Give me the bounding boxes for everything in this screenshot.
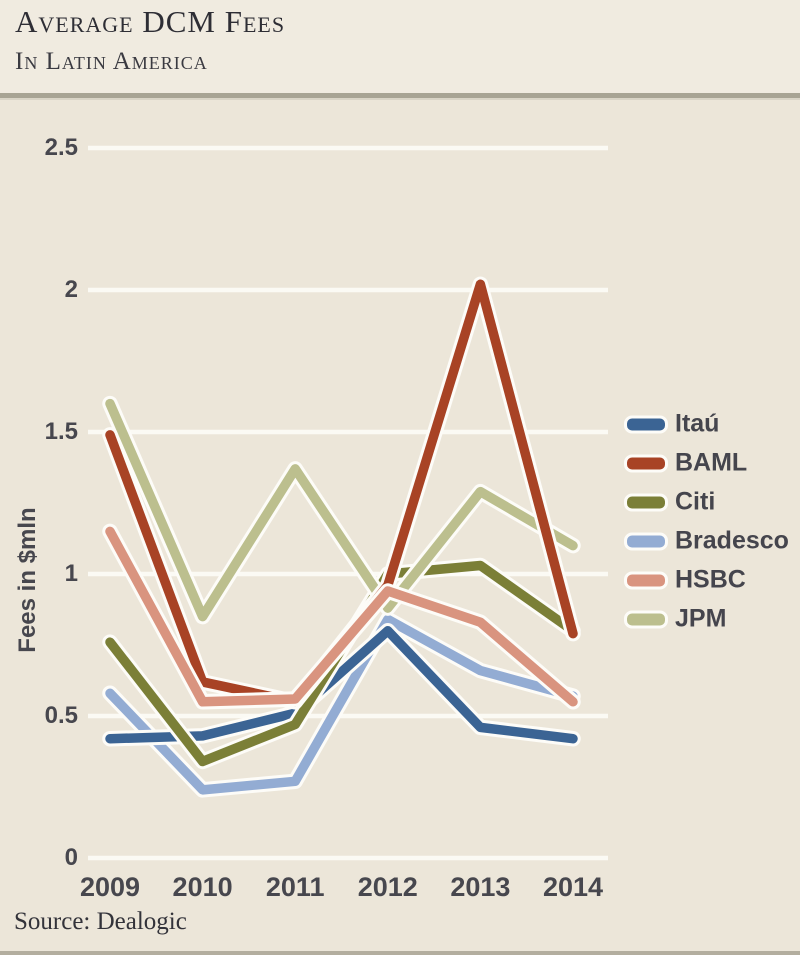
legend-swatch-icon xyxy=(624,415,668,433)
y-tick-label: 0 xyxy=(64,844,78,871)
legend-label: HSBC xyxy=(675,565,746,594)
source-note: Source: Dealogic xyxy=(14,908,187,935)
x-tick-label: 2011 xyxy=(265,872,325,902)
legend-label: Citi xyxy=(675,487,716,516)
chart-header: Average DCM Fees In Latin America xyxy=(0,0,800,93)
x-tick-label: 2010 xyxy=(172,872,233,902)
legend-swatch-icon xyxy=(624,532,668,550)
legend-label: Bradesco xyxy=(675,526,789,555)
legend-item-bradesco: Bradesco xyxy=(624,527,789,556)
legend-label: Itaú xyxy=(675,409,720,438)
legend-item-itaú: Itaú xyxy=(624,410,719,439)
chart-title: Average DCM Fees xyxy=(15,4,286,39)
legend-item-jpm: JPM xyxy=(624,605,726,634)
legend-swatch-icon xyxy=(624,454,668,472)
legend-swatch-icon xyxy=(624,571,668,589)
legend-swatch-icon xyxy=(624,493,668,511)
x-tick-label: 2009 xyxy=(79,872,141,902)
legend-label: BAML xyxy=(675,448,748,477)
y-axis-label: Fees in $mln xyxy=(14,507,41,653)
series-line-bradesco xyxy=(105,614,578,795)
header-divider xyxy=(0,93,800,100)
x-tick-label: 2012 xyxy=(357,872,418,902)
x-tick-label: 2014 xyxy=(542,872,604,902)
y-tick-label: 2 xyxy=(64,276,78,303)
series-line-jpm xyxy=(105,398,578,622)
legend-item-baml: BAML xyxy=(624,449,747,478)
legend-label: JPM xyxy=(675,604,727,633)
y-tick-label: 2.5 xyxy=(44,134,78,161)
legend-item-citi: Citi xyxy=(624,488,715,517)
y-tick-label: 1.5 xyxy=(44,418,78,445)
x-tick-label: 2013 xyxy=(450,872,511,902)
legend-item-hsbc: HSBC xyxy=(624,566,746,595)
bottom-divider xyxy=(0,951,800,955)
chart-subtitle: In Latin America xyxy=(15,48,208,75)
legend-swatch-icon xyxy=(624,610,668,628)
series-line-hsbc xyxy=(105,526,578,707)
y-tick-label: 0.5 xyxy=(44,702,78,729)
y-tick-label: 1 xyxy=(64,560,78,587)
